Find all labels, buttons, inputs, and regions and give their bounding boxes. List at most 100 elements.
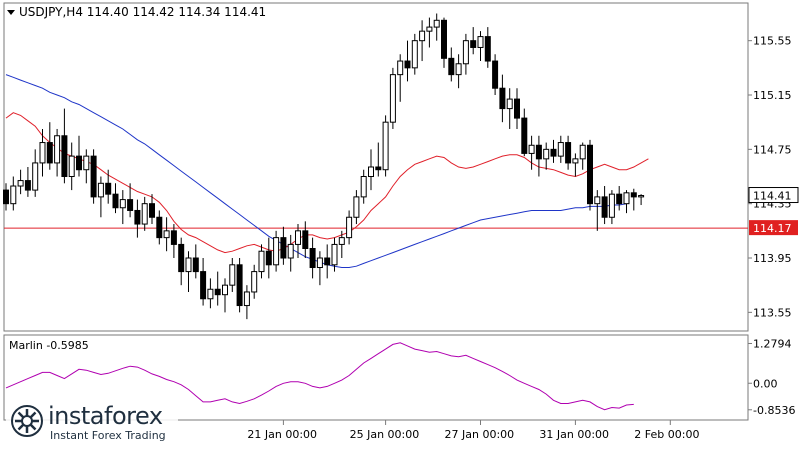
ma-fast-line [5,112,649,254]
candle-body [601,196,608,218]
candle-body [295,230,301,245]
instaforex-logo-icon [11,405,43,437]
candle [163,217,170,252]
current-price-label: 114.41 [753,190,792,203]
candle [68,142,75,191]
candle [149,194,155,225]
candle-body [141,203,148,225]
indicator-label: Marlin -0.5985 [9,339,89,352]
candle [638,194,645,206]
candle-body [346,216,353,239]
candle-body [24,180,31,191]
candle-body [156,216,163,239]
candle [280,226,287,265]
candle [587,139,593,211]
candle-body [214,288,221,296]
candle-body [404,60,411,69]
candle-body [587,144,593,205]
candle [141,196,148,231]
candle [426,17,433,48]
candle-body [302,230,309,249]
candle [207,278,214,309]
candle-body [426,26,433,32]
candle [32,149,39,197]
candle-body [46,142,53,164]
candle [353,190,360,225]
candle [46,122,53,170]
candle-body [521,117,528,154]
candle-body [411,40,418,69]
candle [616,186,623,211]
candle [419,20,426,62]
candle-body [484,36,491,62]
candle [411,33,418,75]
candle-body [441,19,447,59]
candle-body [514,98,520,119]
candle [192,244,199,279]
candle-body [178,243,185,273]
candle-body [565,142,572,164]
candle-body [543,148,550,160]
candle-body [54,135,61,164]
candle [243,285,250,320]
marlin-line [5,342,634,411]
time-tick-label: 27 Jan 00:00 [445,428,515,441]
candle-body [76,155,82,171]
price-tick-label: 115.55 [753,35,792,48]
candle-body [251,271,258,293]
candle [514,88,520,129]
candle-body [119,199,126,209]
candle-body [368,166,374,178]
candle [83,149,90,184]
candle [579,142,586,170]
candle-body [630,192,637,198]
candle [54,128,61,177]
price-axis[interactable]: 115.55115.15114.75114.35113.95113.55114.… [748,35,799,320]
candle-body [10,185,17,205]
candle-body [61,135,68,178]
candle [105,169,112,204]
candle-body [287,243,294,259]
candle [557,135,564,163]
candle [156,210,163,245]
candle-body [608,193,615,218]
candle [499,74,506,123]
price-tick-label: 113.55 [753,306,792,319]
candle-body [324,257,331,266]
candle [112,183,119,214]
candle-body [528,144,535,154]
candle [550,139,557,163]
candle [39,128,46,177]
candle [448,47,455,82]
candle [572,153,579,177]
candle-body [192,257,199,273]
candle [302,221,309,259]
candle-body [360,176,367,198]
candle [433,13,440,41]
candle [470,27,477,55]
level-price-label: 114.17 [753,222,792,235]
candle [375,142,382,177]
oscillator-axis[interactable]: 1.2794 0.00 -0.8536 [748,337,795,417]
time-tick-label: 25 Jan 00:00 [350,428,420,441]
candle [389,67,396,129]
candle [119,190,126,225]
time-axis[interactable]: 21 Jan 00:00 25 Jan 00:00 27 Jan 00:00 31 J… [247,420,699,441]
oscillator-group [5,342,634,411]
candle-body [470,40,477,48]
candle-body [579,144,586,160]
candle-body [68,155,75,178]
time-tick-label: 31 Jan 00:00 [539,428,609,441]
candle [521,108,528,157]
candle [594,190,601,231]
symbol-dropdown-icon[interactable] [7,10,15,15]
candle-body [170,230,177,245]
candle-body [229,264,236,286]
candle-body [207,288,214,300]
candle-body [331,243,338,266]
candle [10,176,17,211]
watermark-tagline: Instant Forex Trading [50,429,166,442]
candle-body [134,209,141,225]
candle-body [638,195,645,198]
